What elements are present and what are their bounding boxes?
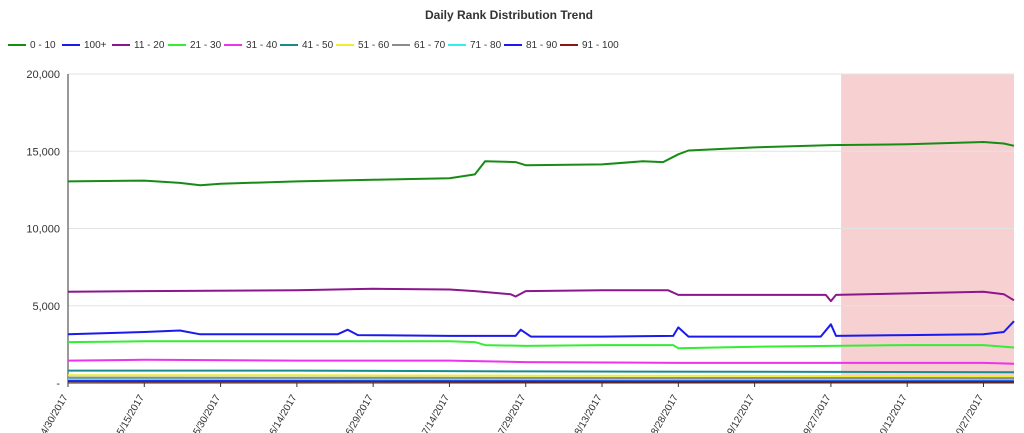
- x-tick-label: 6/14/2017: [268, 393, 300, 433]
- x-tick-label: 10/27/2017: [952, 393, 987, 433]
- legend-label: 51 - 60: [358, 40, 390, 51]
- legend-label: 31 - 40: [246, 40, 278, 51]
- x-tick-label: 8/13/2017: [573, 393, 605, 433]
- legend: 0 - 10 100+ 11 - 20 21 - 30 31 - 40 41 - 50 51…: [8, 40, 619, 51]
- x-tick-label: 5/15/2017: [115, 393, 147, 433]
- x-tick-label: 9/12/2017: [725, 393, 757, 433]
- legend-label: 100+: [84, 40, 107, 51]
- series-line: [67, 320, 1015, 338]
- legend-label: 11 - 20: [134, 40, 165, 51]
- series-lines: [67, 141, 1015, 383]
- y-tick-label: 5,000: [32, 301, 60, 313]
- series-line: [67, 287, 1015, 303]
- series-line: [67, 358, 1015, 365]
- legend-label: 71 - 80: [470, 40, 502, 51]
- x-tick-label: 8/28/2017: [649, 393, 681, 433]
- series-line: [68, 374, 1014, 377]
- y-tick-label: 10,000: [26, 224, 60, 236]
- legend-label: 91 - 100: [582, 40, 619, 51]
- series-line: [67, 340, 1015, 350]
- x-tick-label: 6/29/2017: [344, 393, 376, 433]
- x-tick-label: 7/29/2017: [497, 393, 529, 433]
- y-tick-label: 15,000: [26, 146, 60, 158]
- series-line: [67, 376, 1015, 380]
- x-axis: 4/30/2017 5/15/2017 5/30/2017 6/14/2017 6/29…: [39, 382, 1014, 433]
- x-tick-label: 5/30/2017: [191, 393, 223, 433]
- y-tick-label: 20,000: [26, 69, 60, 81]
- legend-label: 61 - 70: [414, 40, 446, 51]
- series-line: [68, 369, 1015, 374]
- y-axis: - 5,000 10,000 15,000 20,000: [26, 69, 69, 390]
- legend-label: 81 - 90: [526, 40, 558, 51]
- series-line: [67, 141, 1015, 187]
- y-tick-label: -: [56, 378, 60, 390]
- legend-label: 21 - 30: [190, 40, 222, 51]
- chart-title: Daily Rank Distribution Trend: [425, 8, 593, 22]
- x-tick-label: 4/30/2017: [39, 393, 71, 433]
- legend-label: 41 - 50: [302, 40, 334, 51]
- x-tick-label: 7/14/2017: [420, 393, 452, 433]
- x-tick-label: 10/12/2017: [875, 393, 910, 433]
- legend-label: 0 - 10: [30, 40, 56, 51]
- x-tick-label: 9/27/2017: [802, 393, 834, 433]
